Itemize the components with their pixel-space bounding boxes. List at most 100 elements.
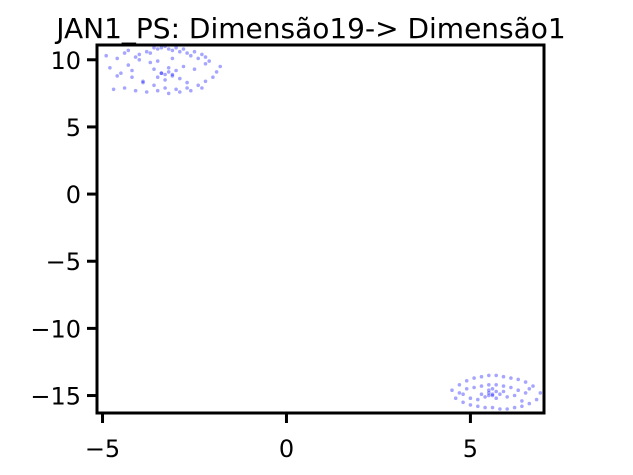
data-point — [501, 374, 506, 379]
data-point — [170, 74, 175, 78]
data-point — [501, 389, 506, 394]
data-point — [133, 88, 138, 93]
data-point — [505, 395, 510, 399]
data-point — [178, 76, 182, 81]
data-point — [170, 72, 175, 77]
data-point — [490, 392, 495, 397]
data-point — [152, 83, 156, 88]
data-point — [512, 393, 517, 398]
points-layer — [104, 44, 543, 411]
data-point — [111, 87, 116, 92]
data-point — [464, 379, 469, 383]
plot-area-frame — [95, 43, 546, 415]
data-point — [166, 70, 171, 74]
data-point — [523, 380, 528, 384]
data-point — [494, 373, 499, 378]
data-point — [487, 373, 491, 378]
data-point — [144, 90, 149, 94]
data-point — [523, 391, 528, 395]
data-point — [166, 91, 171, 96]
data-point — [170, 56, 175, 61]
data-point — [483, 405, 487, 410]
data-point — [479, 392, 484, 397]
data-point — [192, 49, 197, 54]
data-point — [174, 87, 178, 92]
data-point — [472, 385, 476, 390]
data-point — [163, 72, 167, 77]
data-point — [531, 384, 535, 388]
data-point — [152, 45, 156, 50]
data-point — [453, 396, 458, 401]
y-tick-label: −5 — [46, 248, 81, 276]
data-point — [461, 392, 465, 397]
data-point — [483, 395, 487, 399]
data-point — [476, 397, 480, 402]
y-tick-label: 10 — [50, 47, 81, 75]
data-point — [174, 45, 178, 50]
data-point — [520, 404, 524, 409]
data-point — [122, 51, 127, 55]
x-axis: −5 0 5 — [85, 413, 478, 463]
data-point — [527, 401, 532, 406]
data-point — [133, 55, 138, 59]
data-point — [203, 62, 208, 66]
data-point — [159, 45, 164, 50]
data-point — [155, 47, 160, 51]
data-point — [174, 68, 178, 73]
data-point — [487, 388, 491, 393]
data-point — [457, 391, 462, 395]
data-point — [207, 59, 211, 63]
data-point — [144, 49, 149, 54]
data-point — [214, 70, 219, 74]
data-point — [203, 79, 208, 84]
data-point — [211, 75, 215, 79]
y-tick-label: 0 — [66, 181, 81, 209]
data-point — [487, 393, 491, 398]
data-point — [461, 400, 465, 405]
data-point — [159, 71, 164, 75]
data-point — [104, 53, 108, 58]
data-point — [494, 389, 499, 394]
data-point — [126, 63, 131, 67]
chart-title: JAN1_PS: Dimensão19-> Dimensão1 — [54, 12, 566, 45]
data-point — [170, 48, 175, 53]
data-point — [203, 55, 208, 59]
data-point — [155, 59, 160, 63]
data-point — [137, 58, 142, 62]
data-point — [148, 60, 153, 65]
data-point — [200, 52, 204, 57]
data-point — [490, 393, 495, 398]
data-point — [509, 385, 513, 390]
data-point — [538, 391, 543, 395]
data-point — [189, 53, 193, 58]
data-point — [509, 376, 513, 380]
x-tick-label: −5 — [85, 435, 120, 463]
data-point — [534, 397, 539, 402]
data-point — [487, 391, 491, 395]
data-point — [185, 51, 189, 55]
data-point — [494, 396, 499, 401]
y-tick-label: −10 — [30, 315, 81, 343]
x-tick-label: 0 — [279, 435, 294, 463]
data-point — [520, 399, 524, 403]
data-point — [152, 67, 156, 71]
data-point — [527, 387, 532, 391]
data-point — [166, 66, 171, 70]
data-point — [178, 90, 182, 94]
y-axis: 10 5 0 −5 −10 −15 — [30, 47, 97, 411]
data-point — [163, 86, 167, 90]
data-point — [166, 47, 171, 51]
data-point — [178, 49, 182, 54]
data-point — [200, 86, 204, 90]
data-point — [126, 48, 131, 53]
data-point — [141, 80, 145, 85]
data-point — [505, 407, 510, 411]
data-point — [490, 387, 495, 391]
data-point — [501, 384, 506, 388]
data-point — [189, 88, 193, 93]
data-point — [137, 52, 142, 57]
y-tick-label: 5 — [66, 114, 81, 142]
data-point — [122, 86, 127, 90]
data-point — [119, 71, 123, 75]
